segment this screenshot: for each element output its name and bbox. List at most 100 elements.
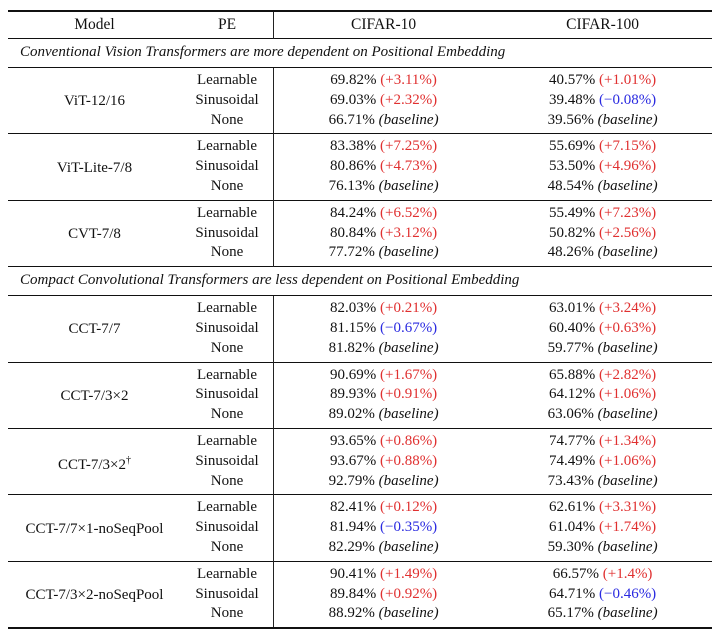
cifar10-accuracy: 89.93% <box>329 386 377 403</box>
cifar100-delta: (baseline) <box>597 472 658 489</box>
pe-cell: None <box>181 110 274 134</box>
cifar10-delta: (baseline) <box>378 339 439 356</box>
cifar100-delta: (+0.63%) <box>598 319 657 336</box>
cifar100-cell: 59.30% (baseline) <box>493 538 712 561</box>
cifar10-accuracy: 66.71% <box>328 111 375 128</box>
cifar10-cell: 82.41% (+0.12%) <box>274 495 494 518</box>
model-name-cell: CCT-7/7×1-noSeqPool <box>8 495 181 561</box>
table-row: Sinusoidal 89.93% (+0.91%) 64.12% (+1.06%) <box>8 385 712 406</box>
cifar10-accuracy: 92.79% <box>328 472 375 489</box>
cifar10-accuracy: 90.69% <box>329 366 377 383</box>
cifar10-accuracy: 81.82% <box>328 339 375 356</box>
table-row: Sinusoidal 93.67% (+0.88%) 74.49% (+1.06%) <box>8 451 712 472</box>
cifar10-cell: 88.92% (baseline) <box>274 604 494 628</box>
cifar100-delta: (+7.15%) <box>598 138 657 155</box>
cifar10-accuracy: 90.41% <box>329 565 377 582</box>
cifar100-cell: 40.57% (+1.01%) <box>493 68 712 91</box>
table-row: Sinusoidal 81.15% (−0.67%) 60.40% (+0.63%) <box>8 318 712 339</box>
pe-cell: None <box>181 604 274 629</box>
cifar10-accuracy: 88.92% <box>328 605 375 622</box>
cifar100-accuracy: 65.17% <box>547 605 594 622</box>
pe-cell: None <box>181 176 274 201</box>
pe-cell: Sinusoidal <box>181 451 274 472</box>
cifar100-cell: 53.50% (+4.96%) <box>493 157 712 177</box>
cifar100-delta: (+1.06%) <box>598 386 657 403</box>
model-name-cell: ViT-Lite-7/8 <box>8 134 181 200</box>
cifar100-delta: (baseline) <box>597 406 658 423</box>
table-row: CCT-7/7×1-noSeqPool Learnable 82.41% (+0.1… <box>8 494 712 537</box>
cifar10-accuracy: 80.86% <box>329 158 377 175</box>
cifar10-cell: 84.24% (+6.52%) <box>274 200 494 223</box>
table-row: CVT-7/8 Learnable 84.24% (+6.52%) 55.49% (+… <box>8 200 712 242</box>
table-row: CCT-7/3×2† Learnable 93.65% (+0.86%) 74.77%… <box>8 428 712 473</box>
cifar10-cell: 93.65% (+0.86%) <box>274 428 494 451</box>
cifar100-delta: (+3.31%) <box>598 499 657 516</box>
model-name: CCT-7/7×1-noSeqPool <box>25 520 164 537</box>
cifar100-accuracy: 74.77% <box>548 432 596 449</box>
cifar10-delta: (+1.49%) <box>379 565 438 582</box>
dagger-mark: † <box>125 454 131 466</box>
cifar100-delta: (baseline) <box>597 177 658 194</box>
cifar10-delta: (+0.91%) <box>379 386 438 403</box>
table-row: None 88.92% (baseline) 65.17% (baseline) <box>8 604 712 629</box>
cifar10-delta: (+2.32%) <box>379 91 438 108</box>
table-row: Sinusoidal 80.86% (+4.73%) 53.50% (+4.96%) <box>8 157 712 177</box>
cifar10-cell: 83.38% (+7.25%) <box>274 134 494 157</box>
cifar100-cell: 66.57% (+1.4%) <box>493 561 712 584</box>
cifar10-accuracy: 81.15% <box>329 319 377 336</box>
cifar10-delta: (baseline) <box>378 177 439 194</box>
pe-cell: None <box>181 537 274 562</box>
cifar10-cell: 76.13% (baseline) <box>274 177 494 200</box>
table-row: CCT-7/3×2-noSeqPool Learnable 90.41% (+1.4… <box>8 561 712 603</box>
cifar10-accuracy: 77.72% <box>328 244 375 261</box>
cifar10-delta: (baseline) <box>378 605 439 622</box>
table-row: None 92.79% (baseline) 73.43% (baseline) <box>8 471 712 495</box>
cifar100-accuracy: 62.61% <box>548 499 596 516</box>
cifar100-cell: 65.17% (baseline) <box>493 604 712 628</box>
pe-cell: Sinusoidal <box>181 90 274 111</box>
header-model: Model <box>74 16 115 33</box>
cifar10-accuracy: 69.82% <box>330 72 377 88</box>
table-row: Sinusoidal 89.84% (+0.92%) 64.71% (−0.46%) <box>8 584 712 605</box>
table-row: Sinusoidal 69.03% (+2.32%) 39.48% (−0.08%) <box>8 90 712 111</box>
cifar10-delta: (+3.12%) <box>379 224 438 241</box>
cifar10-delta: (+0.21%) <box>379 300 438 317</box>
model-name: ViT-12/16 <box>63 93 126 110</box>
cifar10-cell: 92.79% (baseline) <box>274 472 494 495</box>
cifar100-accuracy: 74.49% <box>548 452 596 469</box>
model-name-cell: CCT-7/3×2 <box>8 362 181 428</box>
section-title: Conventional Vision Transformers are mor… <box>8 38 712 68</box>
header-cifar10: CIFAR-10 <box>351 16 417 33</box>
pe-cell: None <box>181 405 274 429</box>
cifar100-delta: (−0.46%) <box>598 585 657 602</box>
cifar10-cell: 89.93% (+0.91%) <box>274 385 494 405</box>
cifar100-cell: 64.12% (+1.06%) <box>493 385 712 405</box>
cifar100-delta: (+1.4%) <box>602 565 653 582</box>
cifar100-accuracy: 65.88% <box>548 366 596 383</box>
cifar10-cell: 90.41% (+1.49%) <box>274 561 494 584</box>
cifar100-delta: (+1.34%) <box>598 432 657 449</box>
table-row: None 66.71% (baseline) 39.56% (baseline) <box>8 110 712 134</box>
cifar10-delta: (baseline) <box>378 538 439 555</box>
cifar100-delta: (+1.74%) <box>598 519 657 536</box>
cifar100-cell: 55.49% (+7.23%) <box>493 200 712 223</box>
model-name-cell: CCT-7/3×2-noSeqPool <box>8 561 181 628</box>
model-name-cell: CCT-7/3×2† <box>8 428 181 494</box>
cifar100-accuracy: 59.77% <box>547 339 594 356</box>
cifar100-accuracy: 63.06% <box>547 406 594 423</box>
cifar100-accuracy: 50.82% <box>548 224 596 241</box>
header-pe: PE <box>181 11 274 39</box>
table-body: Conventional Vision Transformers are mor… <box>8 38 712 629</box>
cifar100-delta: (baseline) <box>597 339 658 356</box>
cifar10-delta: (+1.67%) <box>379 366 438 383</box>
model-name: CCT-7/3×2 <box>60 387 129 404</box>
cifar10-cell: 80.86% (+4.73%) <box>274 157 494 177</box>
cifar100-accuracy: 39.48% <box>548 91 596 108</box>
cifar10-accuracy: 93.67% <box>329 452 377 469</box>
cifar100-cell: 65.88% (+2.82%) <box>493 362 712 385</box>
cifar100-delta: (+1.01%) <box>598 72 657 88</box>
cifar10-delta: (−0.67%) <box>379 319 438 336</box>
cifar10-cell: 66.71% (baseline) <box>274 111 494 134</box>
cifar10-delta: (−0.35%) <box>379 519 438 536</box>
cifar10-cell: 81.15% (−0.67%) <box>274 319 494 339</box>
